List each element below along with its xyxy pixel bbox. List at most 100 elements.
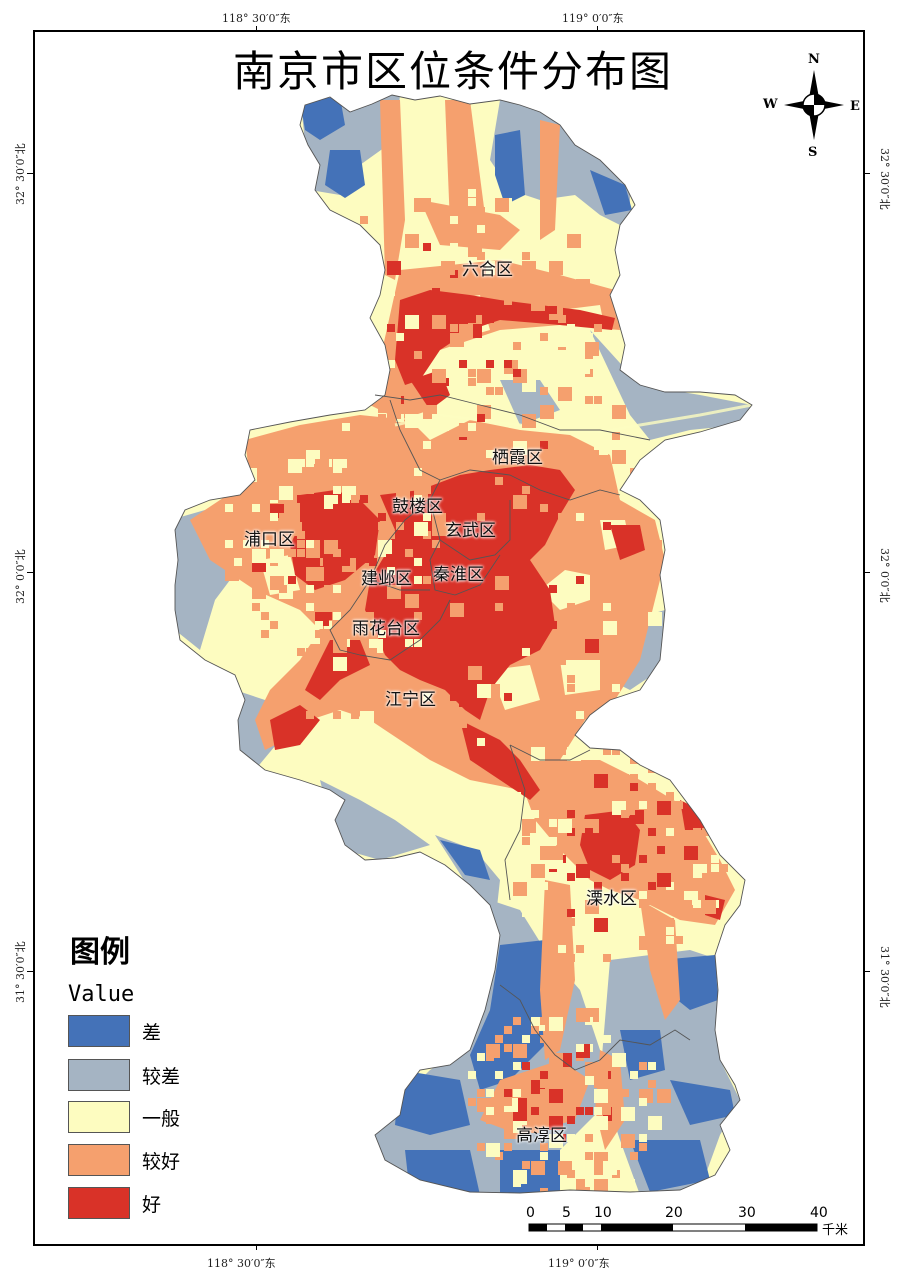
scale-tick-40: 40 — [810, 1205, 828, 1221]
district-label-jiangning: 江宁区 — [385, 690, 436, 710]
tick-left-top — [27, 173, 33, 174]
raster-cell — [459, 324, 473, 338]
raster-cell — [324, 576, 332, 584]
raster-cell — [612, 1143, 620, 1151]
raster-cell — [324, 531, 332, 539]
raster-cell — [288, 504, 296, 512]
district-label-jianye: 建邺区 — [361, 569, 412, 589]
raster-cell — [360, 513, 368, 521]
raster-cell — [504, 432, 512, 440]
raster-cell — [621, 774, 629, 782]
raster-cell — [360, 441, 368, 449]
raster-cell — [441, 549, 455, 563]
legend-swatch-fairly-good — [68, 1144, 130, 1176]
raster-cell — [603, 1161, 617, 1175]
raster-cell — [648, 1062, 656, 1070]
raster-cell — [495, 261, 509, 275]
legend-title: 图例 — [70, 935, 130, 970]
raster-cell — [468, 1071, 476, 1079]
raster-cell — [414, 432, 422, 440]
raster-cell — [648, 765, 656, 773]
district-label-qixia: 栖霞区 — [492, 448, 543, 468]
raster-cell — [594, 774, 608, 788]
raster-cell — [450, 243, 458, 251]
raster-cell — [396, 756, 404, 764]
raster-cell — [468, 1098, 476, 1106]
raster-cell — [333, 378, 347, 392]
raster-cell — [459, 720, 467, 728]
tick-left-mid — [27, 572, 33, 573]
raster-cell — [549, 1197, 557, 1205]
raster-cell — [567, 1116, 575, 1124]
raster-cell — [297, 549, 305, 557]
raster-cell — [450, 216, 458, 224]
raster-cell — [315, 495, 323, 503]
raster-cell — [594, 1107, 602, 1115]
raster-cell — [531, 810, 539, 818]
raster-cell — [324, 630, 332, 638]
raster-cell — [477, 1053, 485, 1061]
tick-top-left — [256, 26, 257, 32]
raster-cell — [495, 576, 509, 590]
legend-swatch-good — [68, 1187, 130, 1219]
raster-cell — [432, 315, 446, 329]
raster-cell — [576, 945, 584, 953]
coord-top-right: 119° 0′0″东 — [562, 12, 624, 25]
raster-cell — [414, 495, 422, 503]
raster-cell — [684, 846, 698, 860]
raster-cell — [576, 1107, 584, 1115]
raster-cell — [495, 1089, 503, 1097]
raster-cell — [612, 684, 620, 692]
raster-cell — [720, 864, 728, 872]
raster-cell — [612, 432, 620, 440]
raster-cell — [315, 630, 323, 638]
raster-cell — [387, 369, 395, 377]
legend-item-good: 好 — [68, 1186, 161, 1220]
raster-cell — [693, 900, 701, 908]
raster-cell — [486, 1044, 500, 1058]
raster-cell — [675, 846, 683, 854]
raster-cell — [324, 369, 338, 383]
raster-cell — [585, 639, 599, 653]
raster-cell — [450, 693, 458, 701]
raster-cell — [585, 450, 599, 464]
raster-cell — [324, 477, 332, 485]
raster-cell — [486, 1089, 494, 1097]
raster-cell — [576, 279, 590, 293]
raster-cell — [369, 360, 377, 368]
scale-tick-20: 20 — [665, 1205, 683, 1221]
raster-cell — [657, 945, 665, 953]
raster-cell — [504, 297, 512, 305]
raster-cell — [387, 324, 395, 332]
raster-cell — [549, 846, 563, 860]
raster-cell — [369, 369, 377, 377]
raster-cell — [594, 504, 602, 512]
raster-cell — [378, 594, 386, 602]
raster-cell — [378, 441, 386, 449]
raster-cell — [567, 873, 575, 881]
raster-cell — [324, 585, 332, 593]
raster-cell — [522, 828, 530, 836]
raster-cell — [567, 1134, 575, 1142]
raster-cell — [540, 216, 548, 224]
raster-cell — [504, 1044, 512, 1052]
raster-cell — [360, 495, 368, 503]
raster-cell — [540, 1017, 548, 1025]
raster-cell — [540, 603, 548, 611]
raster-cell — [495, 603, 503, 611]
legend-label-fairly-poor: 较差 — [142, 1065, 181, 1088]
raster-cell — [495, 1116, 503, 1124]
raster-cell — [540, 315, 548, 323]
raster-cell — [531, 1107, 539, 1115]
raster-cell — [306, 486, 314, 494]
raster-cell — [675, 936, 683, 944]
raster-cell — [333, 711, 341, 719]
raster-cell — [486, 1116, 494, 1124]
raster-cell — [585, 828, 593, 836]
legend-label-medium: 一般 — [142, 1107, 181, 1130]
raster-cell — [684, 774, 692, 782]
raster-cell — [495, 234, 503, 242]
raster-cell — [558, 450, 566, 458]
raster-cell — [414, 351, 422, 359]
raster-cell — [477, 225, 485, 233]
